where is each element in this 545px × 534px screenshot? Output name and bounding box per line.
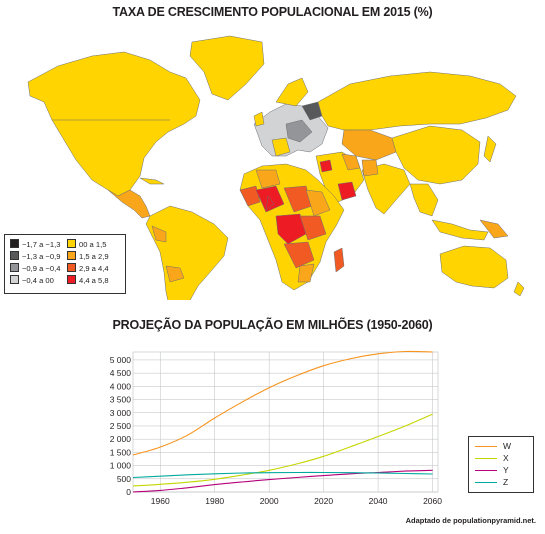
china xyxy=(391,125,481,185)
y-tick-label: 3 000 xyxy=(110,408,132,418)
source-note: Adaptado de populationpyramid.net. xyxy=(405,516,536,525)
legend-series-y: Y xyxy=(475,464,509,476)
x-tick-label: 1960 xyxy=(151,496,170,506)
legend-item-4: −0,4 a 00 xyxy=(10,275,54,286)
series-line-z xyxy=(132,471,433,479)
legend-series-w: W xyxy=(475,440,511,452)
legend-item-3: −0,9 a −0,4 xyxy=(10,263,60,274)
y-tick-label: 5 000 xyxy=(110,355,132,365)
map-title: TAXA DE CRESCIMENTO POPULACIONAL EM 2015… xyxy=(112,5,433,19)
legend-item-8: 4,4 a 5,8 xyxy=(67,275,109,286)
legend-item-7: 2,9 a 4,4 xyxy=(67,263,109,274)
population-line-chart: 0 500 1 000 1 500 2 000 2 500 3 000 3 500 4 000 4… xyxy=(110,350,442,506)
india xyxy=(361,163,411,215)
chart-title: PROJEÇÃO DA POPULAÇÃO EM MILHÕES (1950-2… xyxy=(112,318,433,332)
legend-item-2: −1,3 a −0,9 xyxy=(10,251,60,262)
y-tick-label: 4 500 xyxy=(110,368,132,378)
central-america xyxy=(107,189,151,219)
map-legend: −1,7 a −1,3 −1,3 a −0,9 −0,9 a −0,4 −0,4… xyxy=(4,234,126,294)
south-america xyxy=(145,205,229,300)
australia xyxy=(439,245,509,289)
legend-item-6: 1,5 a 2,9 xyxy=(67,251,109,262)
legend-series-z: Z xyxy=(475,476,508,488)
series-line-x xyxy=(132,413,433,487)
y-tick-label: 3 500 xyxy=(110,395,132,405)
y-tick-label: 0 xyxy=(126,487,131,497)
x-tick-label: 1980 xyxy=(205,496,224,506)
y-tick-label: 1 000 xyxy=(110,461,132,471)
greenland xyxy=(189,35,265,101)
y-tick-label: 2 000 xyxy=(110,434,132,444)
series-line-w xyxy=(132,350,433,456)
series-line-y xyxy=(132,469,433,493)
chart-legend: W X Y Z xyxy=(468,436,534,493)
russia xyxy=(317,71,517,131)
x-tick-label: 2060 xyxy=(423,496,442,506)
y-tick-label: 2 500 xyxy=(110,421,132,431)
north-america xyxy=(27,51,201,197)
legend-series-x: X xyxy=(475,452,509,464)
y-tick-label: 500 xyxy=(117,474,131,484)
x-tick-label: 2020 xyxy=(314,496,333,506)
x-tick-label: 2040 xyxy=(369,496,388,506)
plot-area xyxy=(132,351,439,493)
legend-item-5: 00 a 1,5 xyxy=(67,239,106,250)
y-tick-label: 1 500 xyxy=(110,447,132,457)
x-tick-label: 2000 xyxy=(260,496,279,506)
legend-item-1: −1,7 a −1,3 xyxy=(10,239,60,250)
y-tick-label: 4 000 xyxy=(110,381,132,391)
